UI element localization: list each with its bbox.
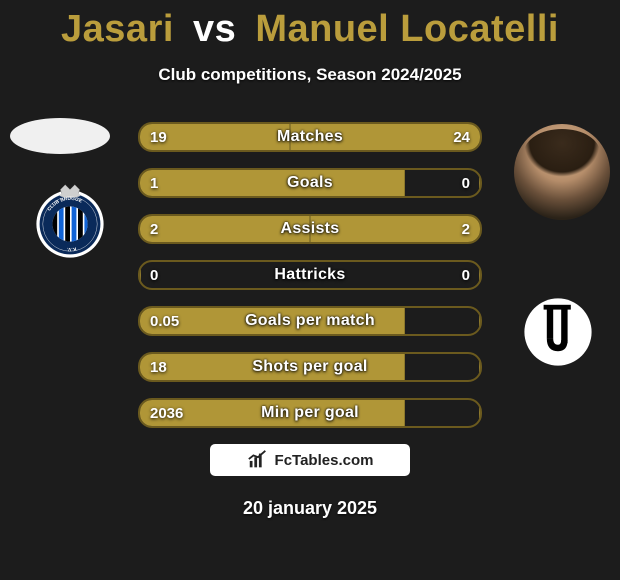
stats-comparison: 1924Matches 10Goals 22Assists 00Hattricks 0.… <box>138 122 482 444</box>
stat-row: 00Hattricks <box>138 260 482 290</box>
stat-row: 2036Min per goal <box>138 398 482 428</box>
stat-row: 1924Matches <box>138 122 482 152</box>
player2-name: Manuel Locatelli <box>255 8 559 50</box>
player1-name: Jasari <box>61 8 174 50</box>
stat-label: Min per goal <box>140 400 480 426</box>
stat-row: 10Goals <box>138 168 482 198</box>
stat-row: 18Shots per goal <box>138 352 482 382</box>
stat-label: Shots per goal <box>140 354 480 380</box>
stat-label: Assists <box>140 216 480 242</box>
stat-label: Goals <box>140 170 480 196</box>
page-title: Jasari vs Manuel Locatelli <box>0 0 620 51</box>
stat-row: 0.05Goals per match <box>138 306 482 336</box>
brand-text: FcTables.com <box>275 452 374 469</box>
footer-date: 20 january 2025 <box>0 498 620 519</box>
stat-label: Hattricks <box>140 262 480 288</box>
club2-badge <box>518 292 598 372</box>
stat-label: Matches <box>140 124 480 150</box>
club1-badge: CLUB BRUGGE K.V. <box>30 180 110 260</box>
vs-separator: vs <box>193 8 236 50</box>
player1-avatar <box>10 118 110 154</box>
brand-badge: FcTables.com <box>210 444 410 476</box>
stat-row: 22Assists <box>138 214 482 244</box>
stat-label: Goals per match <box>140 308 480 334</box>
player2-avatar <box>514 124 610 220</box>
subtitle: Club competitions, Season 2024/2025 <box>0 65 620 85</box>
chart-icon <box>247 449 269 471</box>
